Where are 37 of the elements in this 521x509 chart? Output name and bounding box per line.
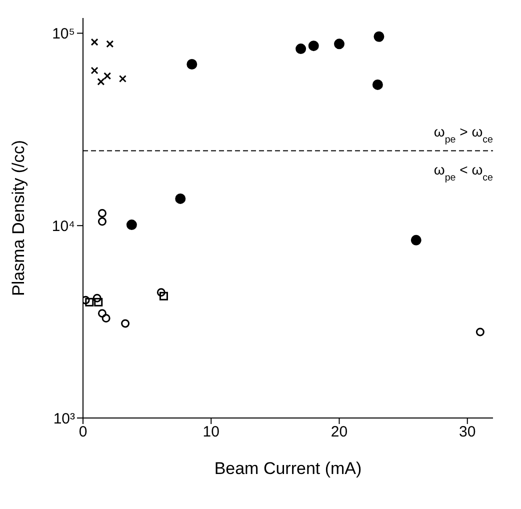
y-axis-title: Plasma Density (/cc) xyxy=(9,140,28,296)
point xyxy=(126,220,137,230)
point xyxy=(104,72,112,80)
point xyxy=(308,40,319,52)
y-tick-label: 10⁴ xyxy=(52,218,75,235)
point xyxy=(121,319,130,328)
x-tick-label: 20 xyxy=(330,424,348,441)
point xyxy=(85,298,94,306)
point xyxy=(90,38,98,46)
y-tick-label: 10³ xyxy=(53,410,75,428)
point xyxy=(98,309,106,318)
x-tick-label: 10 xyxy=(202,424,220,441)
x-axis-title: Beam Current (mA) xyxy=(214,459,362,478)
point xyxy=(296,44,306,54)
annotation: ω$_{pe}$ < ω$_{ce}$ xyxy=(434,162,494,184)
point xyxy=(186,58,198,70)
point xyxy=(159,292,168,300)
point xyxy=(118,74,126,82)
point xyxy=(156,288,166,297)
point xyxy=(476,328,484,336)
annotation: ω$_{pe}$ > ω$_{ce}$ xyxy=(434,124,494,146)
point xyxy=(92,294,102,302)
point xyxy=(102,314,110,322)
point xyxy=(94,298,103,306)
point xyxy=(97,78,105,86)
point xyxy=(175,193,186,204)
x-tick-label: 0 xyxy=(78,424,88,441)
point xyxy=(106,40,114,48)
point xyxy=(410,234,422,246)
y-tick-label: 10⁵ xyxy=(52,26,75,43)
point xyxy=(334,38,344,50)
point xyxy=(374,31,384,42)
x-tick-label: 30 xyxy=(459,424,476,441)
point xyxy=(98,217,106,226)
point xyxy=(98,208,106,218)
point xyxy=(90,66,98,74)
point xyxy=(372,79,383,90)
